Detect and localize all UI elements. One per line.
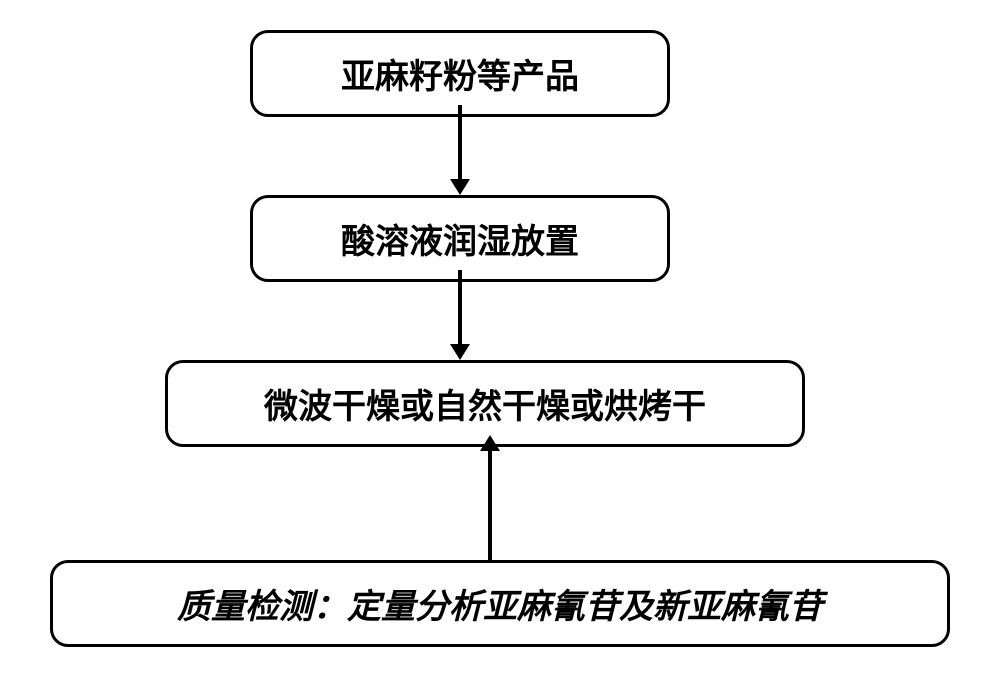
flow-box-label: 酸溶液润湿放置 (341, 224, 579, 261)
arrow-head (450, 179, 470, 195)
flow-box-label: 微波干燥或自然干燥或烘烤干 (264, 389, 706, 426)
arrow-line (488, 451, 492, 560)
flow-box-box3: 微波干燥或自然干燥或烘烤干 (165, 360, 805, 447)
arrow-line (458, 105, 462, 179)
arrow-head (480, 435, 500, 451)
flow-box-box2: 酸溶液润湿放置 (250, 195, 670, 282)
flow-box-box1: 亚麻籽粉等产品 (250, 30, 670, 117)
flow-box-label: 亚麻籽粉等产品 (341, 59, 579, 96)
flow-box-label: 质量检测：定量分析亚麻氰苷及新亚麻氰苷 (177, 589, 823, 626)
flow-box-box4: 质量检测：定量分析亚麻氰苷及新亚麻氰苷 (50, 560, 950, 647)
arrow-line (458, 270, 462, 344)
arrow-head (450, 344, 470, 360)
